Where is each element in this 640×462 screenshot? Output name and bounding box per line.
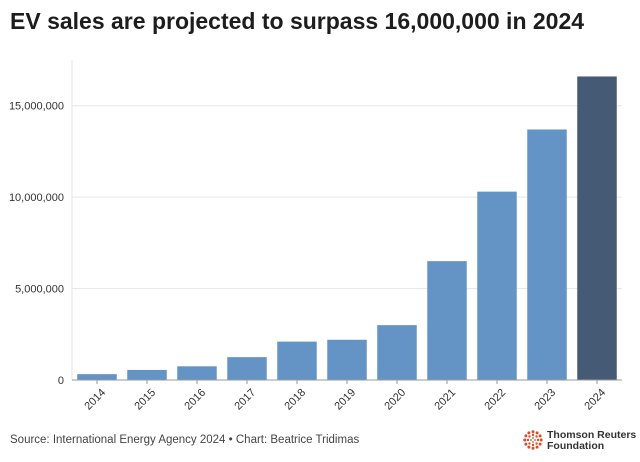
logo-dot bbox=[532, 437, 534, 439]
thomson-reuters-foundation-logo: Thomson Reuters Foundation bbox=[523, 427, 638, 453]
x-tick-label: 2019 bbox=[332, 387, 358, 413]
logo-dot bbox=[524, 442, 528, 446]
bar-2021 bbox=[427, 261, 467, 380]
bar-2016 bbox=[177, 366, 217, 380]
y-tick-label: 10,000,000 bbox=[9, 192, 64, 204]
x-tick-label: 2020 bbox=[382, 387, 408, 413]
x-axis-ticks: 2014 2015 2016 2017 2018 2019 2020 2021 2022 2023… bbox=[82, 380, 608, 413]
logo-dot bbox=[531, 430, 535, 434]
logo-dot bbox=[538, 442, 542, 446]
logo-dot bbox=[532, 441, 534, 443]
logo-dot bbox=[531, 433, 535, 437]
x-tick-label: 2018 bbox=[282, 387, 308, 413]
logo-dot bbox=[534, 439, 536, 441]
x-tick-label: 2015 bbox=[132, 387, 158, 413]
logo-dot bbox=[523, 438, 527, 442]
x-tick-label: 2022 bbox=[482, 387, 508, 413]
logo-dot bbox=[535, 445, 539, 449]
logo-dot bbox=[535, 435, 538, 438]
logo-dot bbox=[538, 434, 542, 438]
logo-line-1: Thomson Reuters bbox=[547, 429, 637, 441]
logo-line-2: Foundation bbox=[547, 440, 605, 452]
logo-dot bbox=[527, 431, 531, 435]
logo-dot bbox=[528, 442, 531, 445]
logo-dot bbox=[536, 438, 540, 442]
bars bbox=[77, 76, 617, 380]
logo-dot bbox=[531, 446, 535, 450]
bar-2017 bbox=[227, 357, 267, 380]
y-tick-label: 0 bbox=[58, 375, 64, 387]
x-tick-label: 2014 bbox=[82, 387, 108, 413]
bar-2014 bbox=[77, 374, 117, 380]
y-tick-label: 5,000,000 bbox=[15, 284, 64, 296]
logo-dot bbox=[535, 431, 539, 435]
logo-dot bbox=[530, 439, 532, 441]
y-axis-ticks: 0 5,000,000 10,000,000 15,000,000 bbox=[9, 101, 64, 387]
logo-dot bbox=[535, 442, 538, 445]
x-tick-label: 2024 bbox=[582, 387, 608, 413]
bar-2020 bbox=[377, 325, 417, 380]
y-tick-label: 15,000,000 bbox=[9, 101, 64, 113]
logo-dot bbox=[539, 438, 543, 442]
bar-2018 bbox=[277, 341, 317, 380]
reuters-dots-icon bbox=[523, 430, 543, 450]
x-tick-label: 2021 bbox=[432, 387, 458, 413]
x-tick-label: 2016 bbox=[182, 387, 208, 413]
bar-2015 bbox=[127, 369, 167, 380]
bar-2024 bbox=[577, 76, 617, 380]
logo-dot bbox=[528, 435, 531, 438]
x-tick-label: 2023 bbox=[532, 387, 558, 413]
logo-dot bbox=[526, 438, 530, 442]
source-note: Source: International Energy Agency 2024… bbox=[10, 434, 360, 446]
chart-title: EV sales are projected to surpass 16,000… bbox=[10, 8, 585, 34]
logo-dot bbox=[531, 443, 535, 447]
bar-2019 bbox=[327, 339, 367, 380]
logo-dot bbox=[524, 434, 528, 438]
x-tick-label: 2017 bbox=[232, 387, 258, 413]
bar-2022 bbox=[477, 191, 517, 380]
bar-2023 bbox=[527, 129, 567, 380]
logo-dot bbox=[527, 445, 531, 449]
